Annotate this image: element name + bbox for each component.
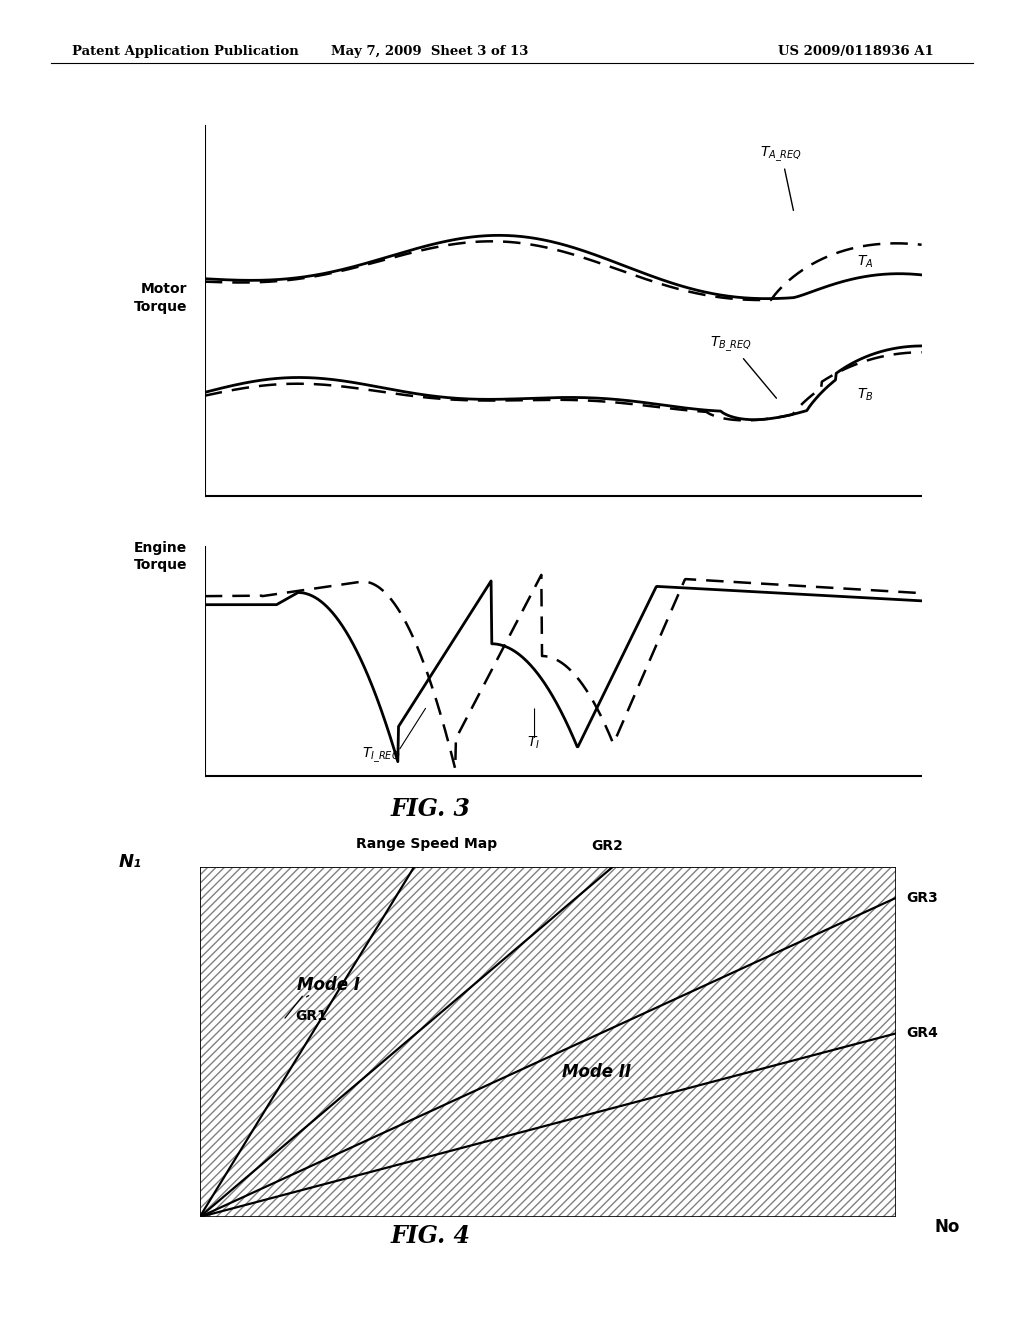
Text: Patent Application Publication: Patent Application Publication — [72, 45, 298, 58]
Text: No: No — [934, 1218, 959, 1237]
Text: $T_{B\_REQ}$: $T_{B\_REQ}$ — [711, 334, 776, 399]
Text: FIG. 3: FIG. 3 — [390, 797, 470, 821]
Text: FIG. 4: FIG. 4 — [390, 1225, 470, 1249]
Text: $T_{I}$: $T_{I}$ — [527, 734, 541, 751]
Text: Time: Time — [828, 1090, 866, 1105]
Text: Mode II: Mode II — [562, 1063, 631, 1081]
Text: Motor
Torque: Motor Torque — [133, 282, 187, 314]
Text: $T_{I\_REQ}$: $T_{I\_REQ}$ — [362, 746, 400, 764]
Text: May 7, 2009  Sheet 3 of 13: May 7, 2009 Sheet 3 of 13 — [332, 45, 528, 58]
Text: N₁: N₁ — [119, 853, 141, 871]
Text: Range Speed Map: Range Speed Map — [356, 837, 498, 850]
Text: $T_{A}$: $T_{A}$ — [857, 253, 873, 271]
Text: Engine
Torque: Engine Torque — [133, 541, 187, 573]
Text: $T_{A\_REQ}$: $T_{A\_REQ}$ — [760, 144, 803, 210]
Text: GR1: GR1 — [295, 1008, 327, 1023]
Text: GR3: GR3 — [906, 891, 938, 904]
Text: $T_{B}$: $T_{B}$ — [857, 387, 873, 404]
Text: US 2009/0118936 A1: US 2009/0118936 A1 — [778, 45, 934, 58]
Text: Mode I: Mode I — [297, 975, 360, 994]
Text: GR4: GR4 — [906, 1027, 938, 1040]
Text: GR2: GR2 — [592, 838, 624, 853]
